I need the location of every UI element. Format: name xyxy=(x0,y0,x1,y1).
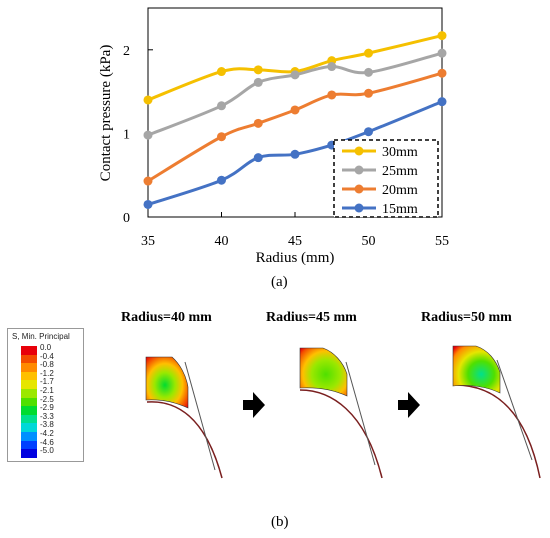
legend-frame xyxy=(333,139,439,218)
colorbar-swatch xyxy=(21,380,37,389)
colorbar-label: -4.6 xyxy=(40,437,54,447)
guide-line-r50 xyxy=(496,359,533,461)
x-tick-label: 40 xyxy=(215,234,229,249)
data-point-20mm xyxy=(364,88,373,98)
data-point-15mm xyxy=(143,199,153,209)
contact-block-r50 xyxy=(452,345,501,394)
colorbar-swatch xyxy=(21,371,37,381)
data-point-20mm xyxy=(253,118,263,128)
data-point-15mm xyxy=(437,97,447,107)
chart-legend: 30mm 25mm 20mm 15mm xyxy=(342,145,418,217)
data-point-25mm xyxy=(437,48,447,58)
x-tick-label: 35 xyxy=(141,234,155,249)
x-tick-label: 45 xyxy=(288,234,302,249)
legend-marker-25mm xyxy=(354,165,364,175)
colorbar-label: -5.0 xyxy=(40,446,54,456)
legend-label-25mm: 25mm xyxy=(382,164,418,179)
data-point-15mm xyxy=(364,127,373,137)
data-point-15mm xyxy=(253,153,263,163)
line-chart: 35 40 45 50 55 0 1 2 30mm 25mm 20mm 15mm Radius (m… xyxy=(98,7,449,266)
arrow-right-icon xyxy=(243,392,265,418)
data-point-30mm xyxy=(437,31,447,41)
contour-legend-title: S, Min. Principal xyxy=(12,332,70,341)
guide-line-r45 xyxy=(345,361,376,466)
chart-axes: 35 40 45 50 55 0 1 2 xyxy=(123,44,449,249)
colorbar-swatch xyxy=(21,397,37,407)
colorbar-label: -1.2 xyxy=(40,368,54,378)
colorbar-label: -3.3 xyxy=(40,411,54,421)
caption-a: (a) xyxy=(271,274,288,290)
colorbar-label: -3.8 xyxy=(40,420,54,430)
arrow-right-icon xyxy=(398,392,420,418)
chart-series xyxy=(143,31,447,209)
y-tick-label: 2 xyxy=(123,44,130,59)
colorbar-swatch xyxy=(21,414,37,424)
colorbar-swatch xyxy=(21,363,37,372)
colorbar-swatch xyxy=(21,389,37,398)
legend-label-30mm: 30mm xyxy=(382,145,418,160)
colorbar-swatch xyxy=(21,354,37,364)
data-point-20mm xyxy=(327,90,337,100)
colorbar-swatch xyxy=(21,346,37,355)
data-point-20mm xyxy=(290,105,300,115)
data-point-25mm xyxy=(327,62,337,72)
y-tick-label: 1 xyxy=(123,127,130,142)
data-point-15mm xyxy=(217,175,226,185)
rigid-surface-r50 xyxy=(454,384,541,479)
data-point-30mm xyxy=(253,65,263,75)
legend-label-20mm: 20mm xyxy=(382,183,418,198)
x-tick-label: 50 xyxy=(362,234,376,249)
data-point-25mm xyxy=(143,130,153,140)
caption-b: (b) xyxy=(271,514,289,530)
data-point-20mm xyxy=(437,68,447,78)
fea-model-r40 xyxy=(145,356,223,479)
colorbar-label: 0.0 xyxy=(40,343,52,352)
data-point-30mm xyxy=(217,67,226,77)
fea-title-r40: Radius=40 mm xyxy=(121,310,212,325)
y-tick-label: 0 xyxy=(123,211,130,226)
colorbar-swatch xyxy=(21,440,37,450)
legend-marker-20mm xyxy=(354,184,364,194)
legend-label-15mm: 15mm xyxy=(382,202,418,217)
contact-block-r40 xyxy=(145,356,189,409)
data-point-30mm xyxy=(143,95,153,105)
data-point-25mm xyxy=(364,67,373,77)
colorbar-label: -2.1 xyxy=(40,386,54,395)
data-point-20mm xyxy=(217,132,226,142)
colorbar-swatch xyxy=(21,423,37,432)
legend-marker-15mm xyxy=(354,203,364,213)
colorbar-label: -2.5 xyxy=(40,394,54,404)
fea-model-r50 xyxy=(452,345,541,479)
colorbar-label: -2.9 xyxy=(40,403,54,413)
rigid-surface-r45 xyxy=(299,389,383,479)
colorbar-label: -4.2 xyxy=(40,429,54,438)
colorbar-swatch xyxy=(21,449,37,458)
colorbar-swatch xyxy=(21,432,37,441)
legend-marker-30mm xyxy=(354,146,364,156)
fea-title-r50: Radius=50 mm xyxy=(421,310,512,325)
x-tick-label: 55 xyxy=(435,234,449,249)
y-axis-label: Contact pressure (kPa) xyxy=(98,45,114,182)
colorbar-label: -1.7 xyxy=(40,377,54,387)
colorbar-label: -0.4 xyxy=(40,351,54,361)
fea-model-r45 xyxy=(299,347,383,479)
data-point-25mm xyxy=(290,70,300,80)
contour-legend: S, Min. Principal 0.0 -0.4 -0.8 -1.2 -1.7 -2.… xyxy=(7,328,84,462)
data-point-25mm xyxy=(217,101,226,111)
contact-block-r45 xyxy=(299,347,348,397)
data-point-20mm xyxy=(143,176,153,186)
data-point-30mm xyxy=(364,48,373,58)
x-axis-label: Radius (mm) xyxy=(256,250,335,266)
data-point-15mm xyxy=(290,149,300,159)
colorbar-label: -0.8 xyxy=(40,360,54,370)
fea-title-r45: Radius=45 mm xyxy=(266,310,357,325)
data-point-25mm xyxy=(253,77,263,87)
rigid-surface-r40 xyxy=(146,401,223,479)
colorbar-swatch xyxy=(21,406,37,415)
guide-line-r40 xyxy=(184,361,216,471)
